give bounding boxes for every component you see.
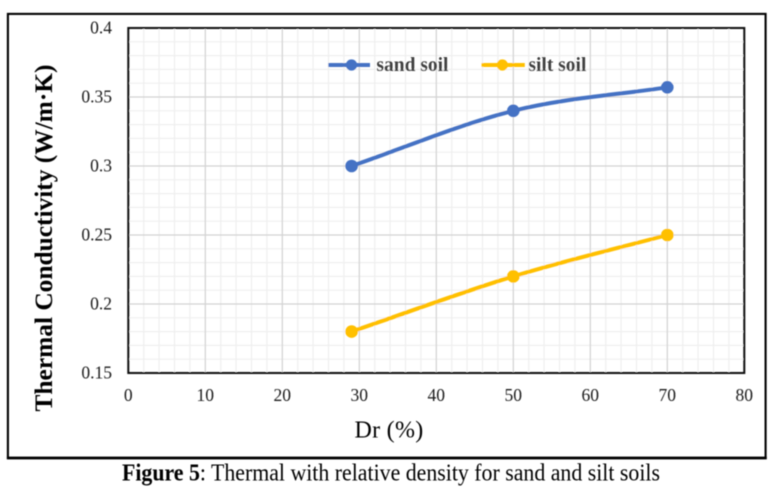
svg-text:0.15: 0.15: [81, 363, 112, 383]
svg-text:0.2: 0.2: [90, 294, 112, 314]
svg-text:Figure 5: Thermal with relativ: Figure 5: Thermal with relative density …: [122, 460, 660, 486]
svg-text:30: 30: [351, 385, 369, 405]
svg-text:40: 40: [428, 385, 446, 405]
svg-text:silt soil: silt soil: [528, 55, 587, 76]
svg-text:50: 50: [505, 385, 523, 405]
svg-text:Thermal Conductivity (W/m·K): Thermal Conductivity (W/m·K): [30, 65, 58, 412]
svg-text:20: 20: [274, 385, 292, 405]
svg-text:0.25: 0.25: [81, 225, 112, 245]
svg-text:0.3: 0.3: [90, 156, 112, 176]
svg-text:sand soil: sand soil: [376, 55, 449, 76]
svg-text:Dr (%): Dr (%): [354, 417, 423, 443]
svg-text:60: 60: [582, 385, 600, 405]
svg-text:80: 80: [736, 385, 754, 405]
svg-text:0.4: 0.4: [90, 18, 112, 38]
svg-text:10: 10: [197, 385, 215, 405]
svg-text:0: 0: [124, 385, 133, 405]
svg-text:0.35: 0.35: [81, 87, 112, 107]
svg-text:70: 70: [659, 385, 677, 405]
